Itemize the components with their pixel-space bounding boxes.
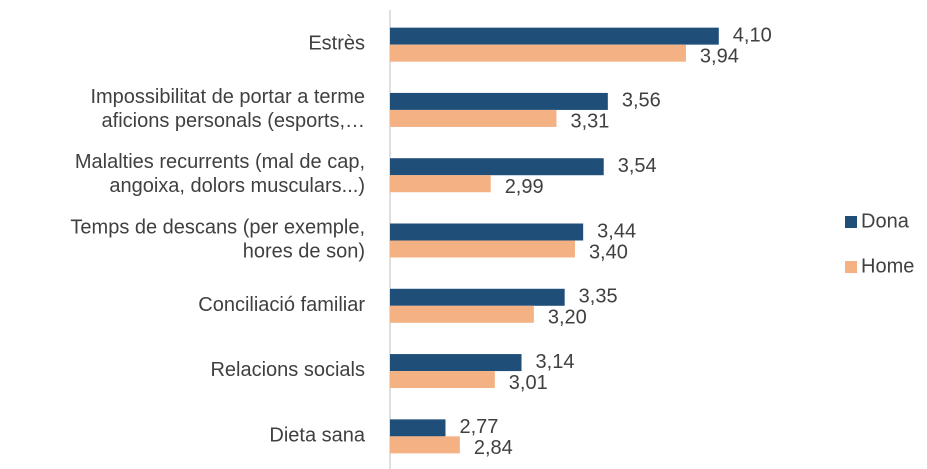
- value-label: 3,35: [579, 286, 618, 308]
- category-label: Temps de descans (per exemple, hores de s…: [70, 217, 365, 263]
- category-label: Relacions socials: [210, 359, 365, 381]
- value-label: 3,31: [570, 111, 609, 133]
- category-label: Dieta sana: [269, 425, 365, 447]
- value-label: 3,20: [548, 307, 587, 329]
- legend-swatch: [845, 261, 857, 273]
- value-label: 3,54: [618, 155, 657, 177]
- bar: [390, 27, 719, 45]
- bar: [390, 419, 446, 437]
- bar: [390, 371, 495, 389]
- value-label: 3,14: [536, 351, 575, 373]
- category-label: Impossibilitat de portar a terme aficions…: [90, 86, 365, 132]
- legend-swatch: [845, 216, 857, 228]
- bar: [390, 158, 604, 176]
- value-label: 2,84: [474, 437, 513, 459]
- bar: [390, 305, 534, 323]
- bar: [390, 175, 491, 193]
- category-label: Malalties recurrents (mal de cap, angoixa…: [75, 151, 365, 197]
- bar: [390, 223, 584, 241]
- bar: [390, 354, 522, 372]
- category-label: Conciliació familiar: [198, 294, 365, 316]
- value-label: 4,10: [733, 24, 772, 46]
- bar: [390, 436, 460, 454]
- value-label: 3,40: [589, 241, 628, 263]
- category-label: Estrès: [308, 33, 365, 55]
- value-label: 3,94: [700, 45, 739, 67]
- legend-label: Home: [861, 255, 914, 277]
- bar: [390, 44, 686, 62]
- value-label: 3,01: [509, 372, 548, 394]
- bar: [390, 240, 575, 258]
- value-label: 3,56: [622, 90, 661, 112]
- legend-label: Dona: [861, 210, 910, 232]
- bar: [390, 92, 608, 110]
- value-label: 2,77: [459, 416, 498, 438]
- value-label: 3,44: [597, 220, 636, 242]
- value-label: 2,99: [505, 176, 544, 198]
- bar: [390, 288, 565, 306]
- bar: [390, 109, 557, 127]
